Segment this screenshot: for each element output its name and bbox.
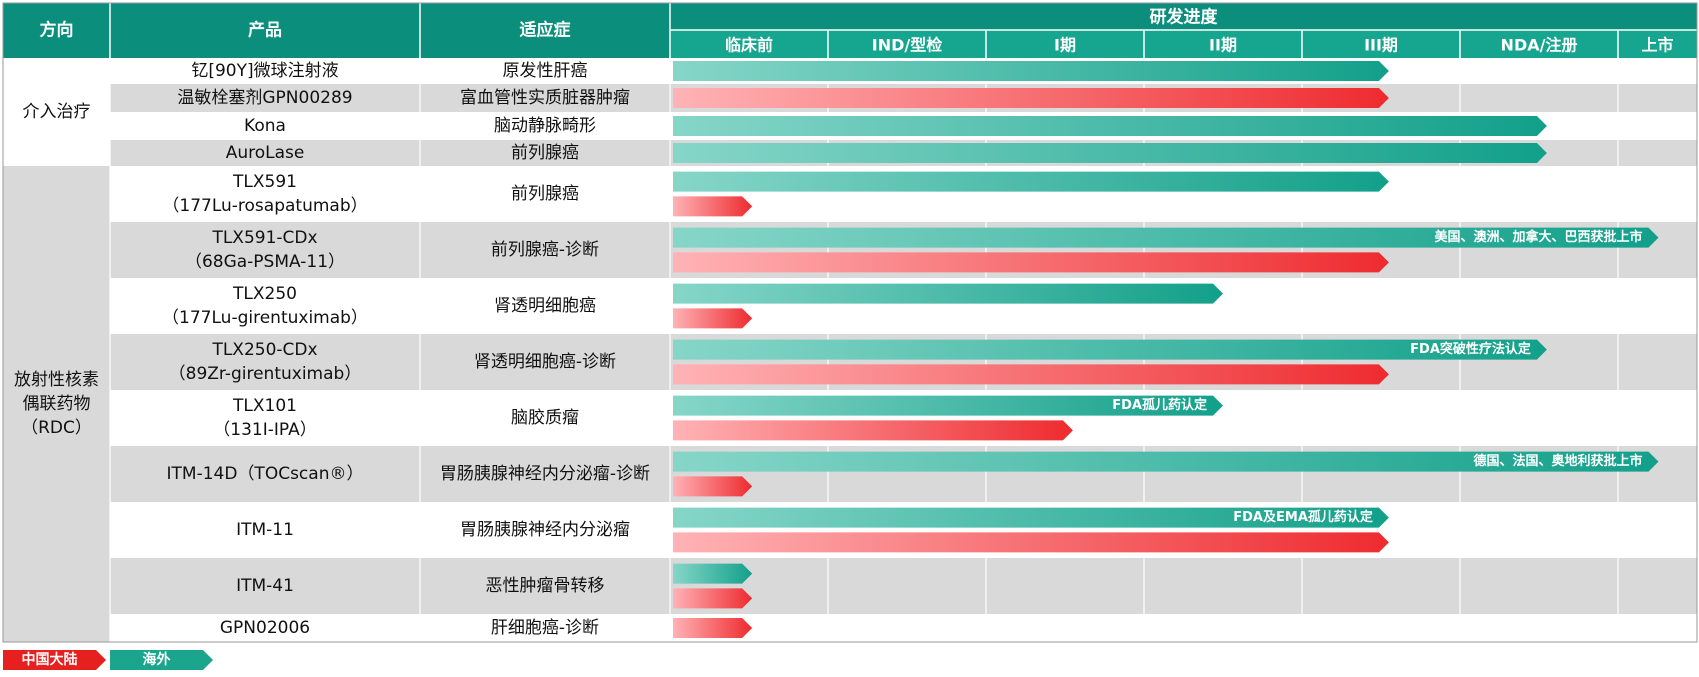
group-label: 偶联药物 bbox=[23, 394, 91, 414]
indication-name: 肾透明细胞癌 bbox=[494, 296, 596, 316]
overseas-progress-bar bbox=[673, 563, 753, 584]
product-name: TLX591 bbox=[232, 172, 297, 192]
product-name: （177Lu-rosapatumab） bbox=[162, 196, 367, 216]
indication-name: 富血管性实质脏器肿瘤 bbox=[460, 88, 630, 108]
indication-name: 原发性肝癌 bbox=[503, 61, 588, 81]
header-product: 产品 bbox=[248, 20, 282, 41]
china-progress-bar bbox=[673, 196, 753, 217]
legend-swatch bbox=[110, 650, 213, 670]
product-name: 钇[90Y]微球注射液 bbox=[191, 61, 338, 81]
overseas-progress-bar bbox=[673, 451, 1659, 472]
overseas-progress-bar bbox=[673, 507, 1389, 528]
stage-label: II期 bbox=[1209, 36, 1237, 55]
stage-label: IND/型检 bbox=[872, 36, 942, 55]
stage-label: 上市 bbox=[1641, 36, 1673, 55]
china-progress-bar bbox=[673, 364, 1389, 385]
product-name: （89Zr-girentuximab） bbox=[169, 364, 362, 384]
overseas-progress-bar bbox=[673, 116, 1547, 136]
header-direction: 方向 bbox=[40, 20, 74, 41]
overseas-progress-bar bbox=[673, 227, 1659, 248]
group-label: 介入治疗 bbox=[23, 102, 91, 122]
table-border bbox=[2, 2, 1698, 643]
legend-label: 中国大陆 bbox=[22, 651, 78, 668]
stage-header-bar bbox=[670, 30, 1697, 58]
stage-label: 临床前 bbox=[725, 36, 773, 55]
legend-label: 海外 bbox=[143, 651, 171, 668]
product-name: （131I-IPA） bbox=[213, 420, 316, 440]
china-progress-bar bbox=[673, 476, 753, 497]
product-name: 温敏栓塞剂GPN00289 bbox=[177, 88, 352, 108]
header-indication: 适应症 bbox=[520, 20, 571, 41]
bar-annotation: 美国、澳洲、加拿大、巴西获批上市 bbox=[1434, 229, 1642, 245]
product-name: TLX101 bbox=[232, 396, 297, 416]
indication-name: 肾透明细胞癌-诊断 bbox=[474, 352, 616, 372]
header-progress: 研发进度 bbox=[1150, 7, 1219, 28]
stage-label: III期 bbox=[1364, 36, 1398, 55]
overseas-progress-bar bbox=[673, 283, 1223, 304]
overseas-progress-bar bbox=[673, 171, 1389, 192]
china-progress-bar bbox=[673, 618, 753, 638]
indication-name: 前列腺癌-诊断 bbox=[491, 240, 599, 260]
product-name: （68Ga-PSMA-11） bbox=[185, 252, 345, 272]
overseas-progress-bar bbox=[673, 339, 1547, 360]
indication-name: 脑动静脉畸形 bbox=[494, 116, 596, 136]
bar-annotation: 德国、法国、奥地利获批上市 bbox=[1473, 453, 1642, 469]
stage-label: NDA/注册 bbox=[1501, 36, 1578, 55]
china-progress-bar bbox=[673, 252, 1389, 273]
product-name: Kona bbox=[244, 116, 286, 136]
china-progress-bar bbox=[673, 420, 1073, 441]
bar-annotation: FDA及EMA孤儿药认定 bbox=[1233, 509, 1373, 525]
group-cell bbox=[3, 58, 110, 166]
legend-swatch bbox=[3, 650, 106, 670]
indication-name: 胃肠胰腺神经内分泌瘤 bbox=[460, 520, 630, 540]
product-name: ITM-41 bbox=[236, 576, 294, 596]
product-name: TLX250 bbox=[232, 284, 297, 304]
stage-label: I期 bbox=[1054, 36, 1076, 55]
china-progress-bar bbox=[673, 532, 1389, 553]
overseas-progress-bar bbox=[673, 395, 1223, 416]
overseas-progress-bar bbox=[673, 61, 1389, 81]
product-name: TLX250-CDx bbox=[211, 340, 317, 360]
group-label: 放射性核素 bbox=[14, 370, 99, 390]
indication-name: 胃肠胰腺神经内分泌瘤-诊断 bbox=[440, 464, 650, 484]
product-name: AuroLase bbox=[226, 143, 305, 163]
group-cell bbox=[3, 166, 110, 642]
indication-name: 脑胶质瘤 bbox=[511, 408, 579, 428]
indication-name: 前列腺癌 bbox=[511, 184, 579, 204]
row-shade bbox=[110, 558, 1697, 614]
product-name: GPN02006 bbox=[220, 618, 310, 638]
china-progress-bar bbox=[673, 588, 753, 609]
product-name: （177Lu-girentuximab） bbox=[162, 308, 368, 328]
product-name: ITM-11 bbox=[236, 520, 294, 540]
group-label: （RDC） bbox=[21, 418, 92, 438]
indication-name: 恶性肿瘤骨转移 bbox=[486, 576, 605, 596]
bar-annotation: FDA突破性疗法认定 bbox=[1410, 341, 1531, 357]
product-name: ITM-14D（TOCscan®） bbox=[167, 464, 364, 484]
china-progress-bar bbox=[673, 88, 1389, 108]
indication-name: 肝细胞癌-诊断 bbox=[491, 618, 599, 638]
china-progress-bar bbox=[673, 308, 753, 329]
overseas-progress-bar bbox=[673, 143, 1547, 163]
indication-name: 前列腺癌 bbox=[511, 143, 579, 163]
product-name: TLX591-CDx bbox=[211, 228, 317, 248]
bar-annotation: FDA孤儿药认定 bbox=[1112, 397, 1207, 413]
